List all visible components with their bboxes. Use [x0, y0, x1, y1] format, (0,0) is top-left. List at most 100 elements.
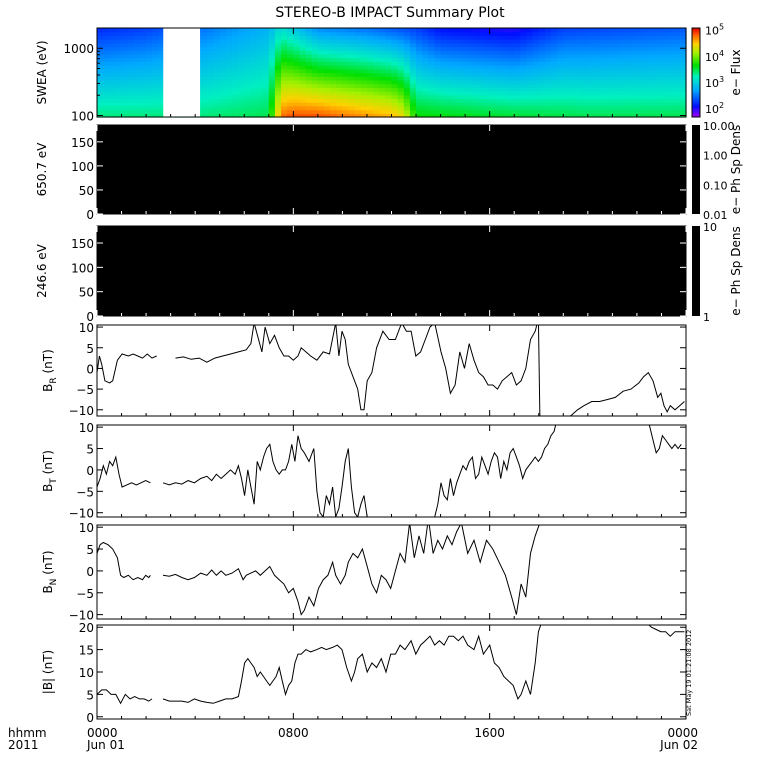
time-axis-row1-label: hhmm	[8, 726, 47, 740]
spectrogram-cell	[587, 98, 595, 103]
spectrogram-cell	[673, 42, 681, 48]
spectrogram-cell	[600, 35, 607, 40]
spectrogram-cell	[158, 46, 166, 51]
spectrogram-cell	[416, 39, 423, 44]
spectrogram-cell	[649, 113, 656, 118]
spectrogram-cell	[391, 31, 399, 37]
spectrogram-cell	[213, 72, 221, 77]
spectrogram-cell	[569, 102, 577, 107]
spectrogram-cell	[231, 94, 239, 100]
spectrogram-cell	[281, 46, 288, 51]
spectrogram-cell	[219, 31, 227, 37]
spectrogram-cell	[440, 113, 448, 118]
spectrogram-cell	[391, 79, 399, 85]
spectrogram-cell	[649, 76, 656, 81]
spectrogram-cell	[133, 87, 141, 92]
spectrogram-cell	[139, 102, 147, 107]
spectrogram-cell	[489, 87, 497, 92]
spectrogram-cell	[127, 79, 135, 85]
spectrogram-cell	[452, 105, 460, 111]
spectrogram-cell	[244, 57, 251, 62]
spectrogram-cell	[268, 72, 276, 77]
spectrogram-cell	[354, 113, 362, 118]
spectrogram-cell	[342, 102, 350, 107]
spectrogram-cell	[569, 87, 577, 92]
spectrogram-cell	[667, 94, 675, 100]
spectrogram-cell	[305, 65, 313, 70]
spectrogram-cell	[385, 91, 393, 96]
spectrogram-cell	[434, 113, 442, 118]
spectrogram-cell	[575, 94, 583, 100]
y-tick-label: −10	[69, 404, 94, 418]
spectrogram-cell	[403, 113, 411, 118]
spectrogram-cell	[643, 46, 650, 51]
spectrogram-cell	[483, 61, 491, 66]
spectrogram-cell	[544, 50, 552, 55]
spectrogram-cell	[643, 98, 650, 103]
spectrogram-cell	[274, 42, 282, 48]
spectrogram-cell	[452, 72, 460, 77]
spectrogram-cell	[274, 102, 282, 107]
spectrogram-cell	[600, 65, 607, 70]
spectrogram-cell	[538, 42, 546, 48]
spectrogram-cell	[121, 105, 129, 111]
spectrogram-cell	[238, 79, 245, 85]
spectrogram-cell	[373, 72, 380, 77]
spectrogram-cell	[97, 53, 104, 59]
spectrogram-cell	[661, 76, 669, 81]
spectrogram-cell	[495, 109, 503, 114]
spectrogram-cell	[348, 53, 356, 59]
spectrogram-cell	[661, 102, 669, 107]
spectrogram-cell	[379, 87, 386, 92]
spectrogram-cell	[495, 50, 503, 55]
spectrogram-cell	[268, 57, 276, 62]
spectrogram-cell	[268, 91, 276, 96]
spectrogram-cell	[317, 98, 325, 103]
spectrogram-cell	[299, 109, 307, 114]
spectrogram-cell	[366, 113, 374, 118]
y-tick-label: 0	[86, 310, 94, 324]
spectrogram-cell	[342, 94, 350, 100]
spectrogram-cell	[471, 76, 478, 81]
spectrogram-cell	[655, 42, 663, 48]
spectrogram-cell	[428, 68, 436, 74]
spectrogram-cell	[336, 83, 344, 88]
spectrogram-cell	[477, 50, 485, 55]
spectrogram-cell	[581, 94, 589, 100]
spectrogram-cell	[354, 83, 362, 88]
chart-title: STEREO-B IMPACT Summary Plot	[275, 5, 505, 21]
spectrogram-cell	[342, 28, 350, 33]
spectrogram-cell	[256, 87, 264, 92]
spectrogram-cell	[501, 91, 509, 96]
spectrogram-cell	[563, 39, 571, 44]
spectrogram-cell	[360, 76, 368, 81]
spectrogram-cell	[551, 87, 558, 92]
spectrogram-cell	[287, 61, 294, 66]
spectrogram-cell	[526, 105, 534, 111]
spectrogram-cell	[495, 39, 503, 44]
spectrogram-cell	[225, 57, 233, 62]
spectrogram-cell	[391, 105, 399, 111]
spectrogram-cell	[133, 61, 141, 66]
spectrogram-cell	[544, 68, 552, 74]
spectrogram-cell	[366, 35, 374, 40]
spectrogram-cell	[606, 68, 613, 74]
spectrogram-cell	[152, 83, 159, 88]
spectrogram-cell	[593, 53, 601, 59]
spectrogram-cell	[587, 83, 595, 88]
spectrogram-cell	[158, 76, 166, 81]
spectrogram-cell	[152, 105, 159, 111]
spectrogram-cell	[293, 35, 301, 40]
spectrogram-cell	[520, 68, 528, 74]
spectrogram-cell	[606, 72, 613, 77]
spectrogram-cell	[342, 57, 350, 62]
spectrogram-cell	[661, 113, 669, 118]
spectrogram-cell	[268, 83, 276, 88]
spectrogram-cell	[317, 31, 325, 37]
spectrogram-cell	[409, 65, 417, 70]
spectrogram-cell	[231, 28, 239, 33]
spectrogram-cell	[360, 113, 368, 118]
